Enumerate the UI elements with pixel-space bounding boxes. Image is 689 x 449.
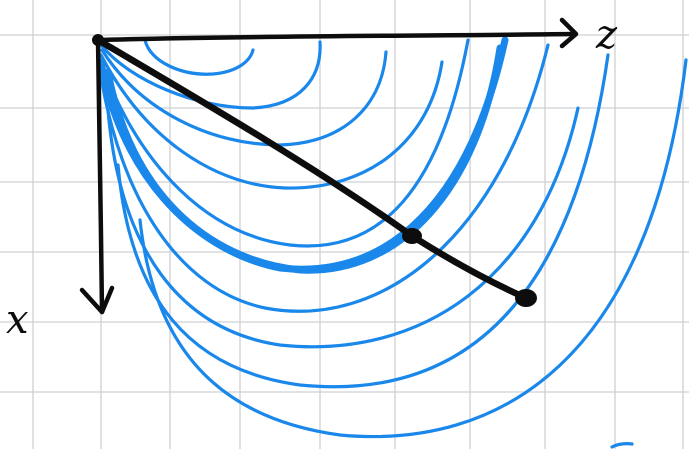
arc-1 (143, 38, 255, 76)
arc-8 (106, 106, 580, 349)
arc-5 (98, 38, 470, 248)
arc-11-tail (610, 442, 634, 449)
coordinate-axes: z x (6, 12, 618, 343)
horizontal-axis (95, 31, 575, 43)
concentric-blue-arcs (97, 36, 688, 449)
arc-7 (98, 43, 550, 313)
arc-2 (100, 40, 322, 110)
intersection-marker (402, 228, 422, 244)
origin-point (92, 34, 104, 46)
horizontal-axis-arrowhead (559, 17, 579, 49)
ray-with-markers (92, 34, 537, 307)
ray-end-marker (515, 289, 537, 307)
x-axis-label: x (6, 297, 29, 343)
arc-9 (116, 53, 610, 389)
diagonal-ray (94, 36, 530, 302)
z-axis-label: z (595, 12, 618, 58)
arc-4 (99, 53, 444, 190)
arc-10 (138, 58, 688, 439)
arc-6-highlighted-retrace (104, 44, 504, 274)
vertical-axis (95, 37, 105, 315)
vertical-axis-arrowhead (79, 285, 115, 315)
